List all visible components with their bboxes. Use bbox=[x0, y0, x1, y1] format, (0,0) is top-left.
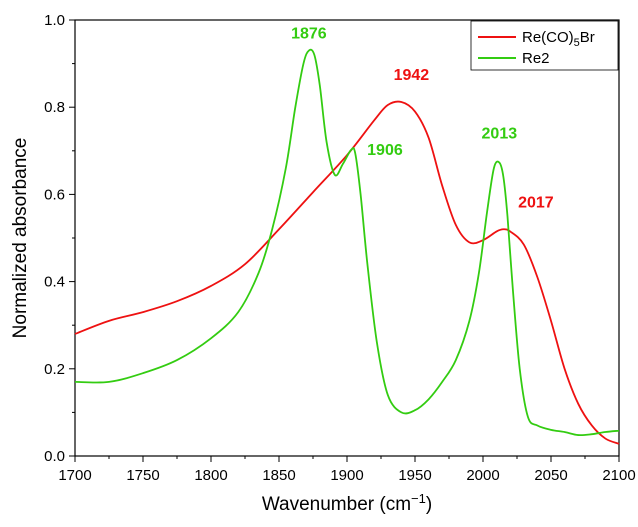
legend-label-rerco5br-main: Re(CO) bbox=[522, 29, 574, 46]
y-axis-title: Normalized absorbance bbox=[10, 138, 31, 339]
peak-label-1876: 1876 bbox=[291, 26, 327, 43]
series-line-0 bbox=[74, 100, 620, 445]
x-tick-label: 2000 bbox=[466, 467, 499, 484]
peak-label-2013: 2013 bbox=[482, 126, 518, 143]
x-tick-label: 2100 bbox=[602, 467, 635, 484]
x-tick-label: 1800 bbox=[194, 467, 227, 484]
annotation-layer: 1876 1906 1942 2013 2017 bbox=[291, 26, 554, 212]
plot-area: 1876 1906 1942 2013 2017 1700 1750 1800 1850 190… bbox=[44, 12, 636, 484]
peak-label-2017: 2017 bbox=[518, 194, 554, 211]
x-tick-label: 1900 bbox=[330, 467, 363, 484]
x-tick-label: 1850 bbox=[262, 467, 295, 484]
y-axis-ticks: 0.0 0.2 0.4 0.6 0.8 1.0 bbox=[44, 12, 75, 465]
legend: Re(CO)5Br Re2 bbox=[470, 20, 619, 71]
x-axis-ticks: 1700 1750 1800 1850 1900 1950 2000 2050 2100 bbox=[58, 456, 636, 484]
x-axis-title-text: Wavenumber (cm bbox=[262, 494, 411, 515]
x-tick-label: 1700 bbox=[58, 467, 91, 484]
legend-label-rerco5br: Re(CO)5Br bbox=[522, 29, 595, 49]
legend-label-re2: Re2 bbox=[522, 50, 550, 67]
plot-frame bbox=[74, 19, 620, 457]
x-axis-title-superscript: −1 bbox=[411, 491, 426, 506]
series-layer bbox=[74, 48, 620, 445]
peak-label-1942: 1942 bbox=[394, 67, 430, 84]
x-axis-title: Wavenumber (cm−1) bbox=[262, 491, 432, 515]
x-tick-label: 1750 bbox=[126, 467, 159, 484]
x-axis-title-suffix: ) bbox=[426, 494, 432, 515]
y-tick-label: 0.2 bbox=[44, 361, 65, 378]
series-line-1 bbox=[74, 48, 620, 437]
y-tick-label: 0.4 bbox=[44, 274, 65, 291]
y-tick-label: 0.6 bbox=[44, 186, 65, 203]
y-tick-label: 0.0 bbox=[44, 448, 65, 465]
x-tick-label: 2050 bbox=[534, 467, 567, 484]
legend-box bbox=[470, 20, 619, 71]
y-tick-label: 0.8 bbox=[44, 99, 65, 116]
peak-label-1906: 1906 bbox=[367, 142, 403, 159]
legend-label-rerco5br-suffix: Br bbox=[580, 29, 595, 46]
x-tick-label: 1950 bbox=[398, 467, 431, 484]
y-tick-label: 1.0 bbox=[44, 12, 65, 29]
legend-label-rerco5br-subscript: 5 bbox=[574, 37, 580, 49]
